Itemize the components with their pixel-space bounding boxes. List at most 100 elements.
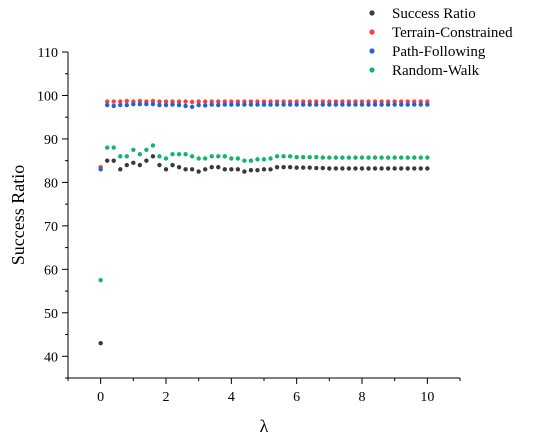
data-point: [392, 155, 397, 160]
data-point: [203, 167, 208, 172]
data-point: [301, 165, 306, 170]
data-point: [150, 154, 156, 159]
data-point: [248, 158, 254, 163]
data-point: [163, 102, 169, 108]
data-point: [327, 155, 332, 160]
data-point: [216, 102, 221, 108]
data-point: [255, 102, 260, 107]
legend-label: Path-Following: [392, 44, 486, 60]
data-point: [405, 155, 410, 160]
data-point: [137, 151, 143, 157]
data-point: [425, 166, 430, 171]
data-point: [216, 164, 221, 170]
data-point: [144, 158, 149, 163]
y-tick-label: 90: [44, 133, 58, 148]
data-point: [235, 99, 241, 104]
data-point: [399, 99, 404, 104]
data-point: [314, 99, 319, 104]
data-point: [150, 143, 156, 148]
data-point: [340, 155, 345, 160]
data-point: [157, 102, 162, 108]
data-point: [248, 102, 254, 107]
data-point: [176, 102, 182, 108]
data-point: [196, 99, 201, 104]
x-tick-label: 6: [293, 390, 300, 405]
data-point: [320, 165, 325, 171]
data-point: [170, 162, 175, 168]
data-point: [189, 104, 195, 109]
data-point: [320, 155, 325, 160]
data-point: [385, 155, 391, 160]
data-point: [144, 147, 149, 152]
data-point: [418, 166, 423, 171]
data-point: [379, 155, 384, 160]
data-point: [366, 155, 371, 160]
data-point: [209, 164, 214, 170]
data-point: [170, 151, 175, 157]
data-point: [222, 167, 227, 172]
data-point: [196, 102, 201, 108]
data-point: [418, 155, 423, 160]
data-point: [294, 102, 299, 107]
data-point: [405, 166, 410, 171]
data-point: [314, 102, 319, 107]
data-point: [340, 99, 345, 104]
y-tick-label: 50: [44, 307, 58, 322]
data-point: [418, 99, 423, 104]
data-point: [255, 99, 260, 104]
data-point: [124, 98, 129, 104]
data-point: [301, 99, 306, 104]
data-point: [287, 154, 293, 159]
data-point: [353, 166, 358, 171]
series-random-walk: [98, 143, 430, 283]
data-point: [281, 99, 286, 104]
data-point: [196, 156, 201, 161]
data-point: [405, 99, 410, 104]
data-point: [425, 99, 430, 104]
data-point: [242, 99, 247, 104]
data-point: [379, 102, 384, 107]
data-point: [176, 151, 182, 157]
data-point: [261, 157, 267, 162]
data-point: [274, 102, 280, 107]
data-point: [281, 164, 286, 170]
data-point: [320, 102, 325, 107]
data-point: [392, 166, 397, 171]
data-point: [124, 102, 129, 108]
data-point: [359, 99, 365, 104]
data-point: [105, 158, 110, 163]
data-point: [314, 165, 319, 171]
data-point: [248, 99, 254, 104]
legend-label: Random-Walk: [392, 63, 480, 79]
data-point: [425, 155, 430, 160]
data-point: [137, 162, 143, 168]
data-point: [222, 99, 227, 104]
data-point: [294, 165, 299, 170]
data-point: [131, 160, 136, 166]
data-point: [118, 167, 123, 172]
data-point: [340, 166, 345, 171]
data-point: [385, 102, 391, 107]
data-point: [327, 166, 332, 171]
y-tick-label: 80: [44, 176, 58, 191]
data-point: [209, 99, 214, 104]
data-point: [105, 145, 110, 150]
data-point: [229, 99, 234, 104]
data-point: [229, 167, 234, 172]
data-point: [118, 154, 123, 159]
data-point: [287, 102, 293, 107]
data-point: [405, 102, 410, 107]
data-point: [189, 167, 195, 172]
data-point: [203, 103, 208, 108]
data-point: [385, 166, 391, 171]
data-point: [98, 341, 103, 346]
x-tick-label: 4: [228, 390, 235, 405]
data-point: [98, 278, 103, 283]
data-point: [287, 99, 293, 104]
y-tick-label: 100: [37, 89, 58, 104]
data-point: [183, 167, 188, 172]
legend-marker: [369, 29, 375, 35]
data-point: [399, 166, 404, 171]
data-point: [346, 155, 352, 160]
data-point: [307, 99, 312, 104]
